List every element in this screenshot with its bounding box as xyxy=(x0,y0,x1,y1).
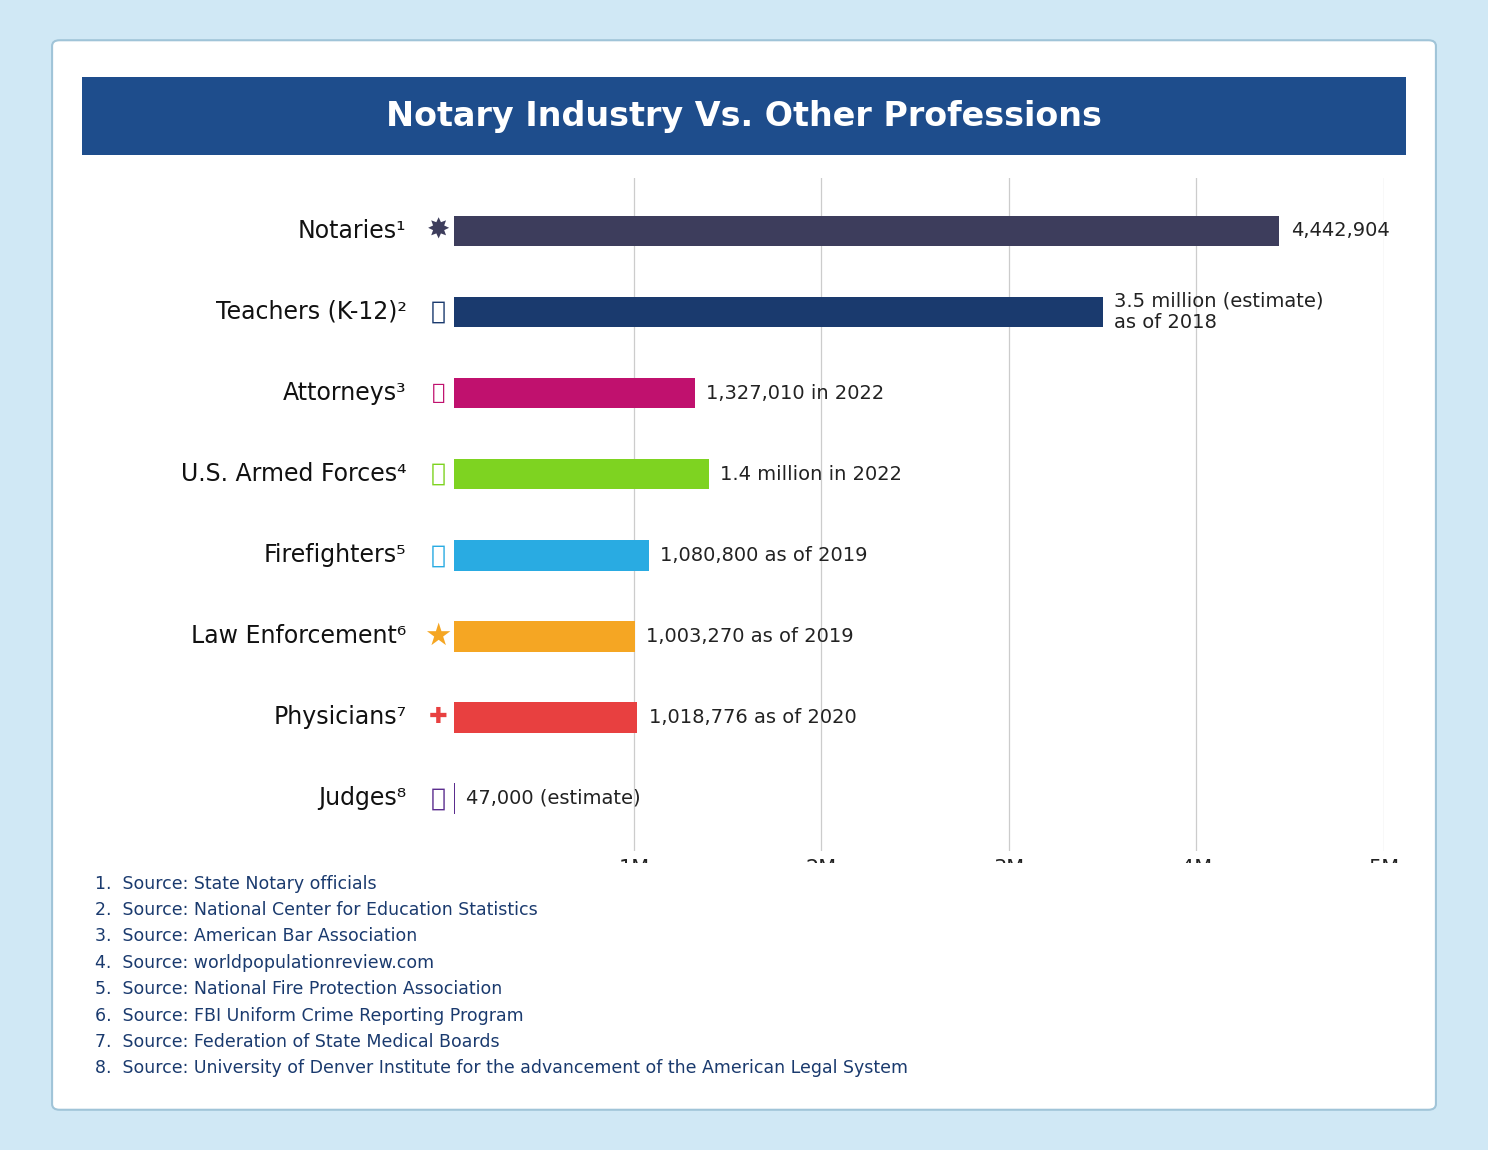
Text: Firefighters⁵: Firefighters⁵ xyxy=(263,543,406,567)
Text: 1,003,270 as of 2019: 1,003,270 as of 2019 xyxy=(646,627,854,645)
Text: 3.5 million (estimate)
as of 2018: 3.5 million (estimate) as of 2018 xyxy=(1115,291,1323,332)
Bar xyxy=(446,539,649,570)
Text: Attorneys³: Attorneys³ xyxy=(283,381,406,405)
Bar xyxy=(446,377,695,408)
Text: 1.  Source: State Notary officials: 1. Source: State Notary officials xyxy=(95,875,376,892)
Text: Law Enforcement⁶: Law Enforcement⁶ xyxy=(192,624,406,649)
Text: 🧳: 🧳 xyxy=(432,383,445,402)
Text: 3.  Source: American Bar Association: 3. Source: American Bar Association xyxy=(95,927,417,945)
Text: ✚: ✚ xyxy=(429,707,448,727)
Text: 🏛: 🏛 xyxy=(430,787,445,811)
Bar xyxy=(446,702,637,733)
Text: ★: ★ xyxy=(424,622,452,651)
Text: ✸: ✸ xyxy=(427,217,449,245)
Bar xyxy=(446,215,1280,246)
Text: 4.  Source: worldpopulationreview.com: 4. Source: worldpopulationreview.com xyxy=(95,953,434,972)
Text: Notaries¹: Notaries¹ xyxy=(298,218,406,243)
Text: 1.4 million in 2022: 1.4 million in 2022 xyxy=(720,465,902,484)
Bar xyxy=(446,783,455,814)
Text: ⛑: ⛑ xyxy=(430,462,445,486)
Text: 5.  Source: National Fire Protection Association: 5. Source: National Fire Protection Asso… xyxy=(95,980,503,998)
Bar xyxy=(446,297,1103,328)
Text: 1,327,010 in 2022: 1,327,010 in 2022 xyxy=(707,384,885,402)
Text: 7.  Source: Federation of State Medical Boards: 7. Source: Federation of State Medical B… xyxy=(95,1033,500,1051)
Text: 🔥: 🔥 xyxy=(430,543,445,567)
Text: Physicians⁷: Physicians⁷ xyxy=(274,705,406,729)
Text: Judges⁸: Judges⁸ xyxy=(318,787,406,811)
Text: 6.  Source: FBI Uniform Crime Reporting Program: 6. Source: FBI Uniform Crime Reporting P… xyxy=(95,1006,524,1025)
Text: U.S. Armed Forces⁴: U.S. Armed Forces⁴ xyxy=(182,462,406,486)
Text: Teachers (K-12)²: Teachers (K-12)² xyxy=(216,300,406,324)
Text: 🎓: 🎓 xyxy=(430,300,445,324)
Text: 2.  Source: National Center for Education Statistics: 2. Source: National Center for Education… xyxy=(95,900,537,919)
Text: Notary Industry Vs. Other Professions: Notary Industry Vs. Other Professions xyxy=(385,100,1103,132)
Text: 1,080,800 as of 2019: 1,080,800 as of 2019 xyxy=(661,545,868,565)
Text: 1,018,776 as of 2020: 1,018,776 as of 2020 xyxy=(649,707,857,727)
Bar xyxy=(446,621,634,652)
Text: 4,442,904: 4,442,904 xyxy=(1290,222,1390,240)
Bar xyxy=(446,459,708,490)
Text: 47,000 (estimate): 47,000 (estimate) xyxy=(466,789,641,807)
Text: 8.  Source: University of Denver Institute for the advancement of the American L: 8. Source: University of Denver Institut… xyxy=(95,1059,908,1078)
